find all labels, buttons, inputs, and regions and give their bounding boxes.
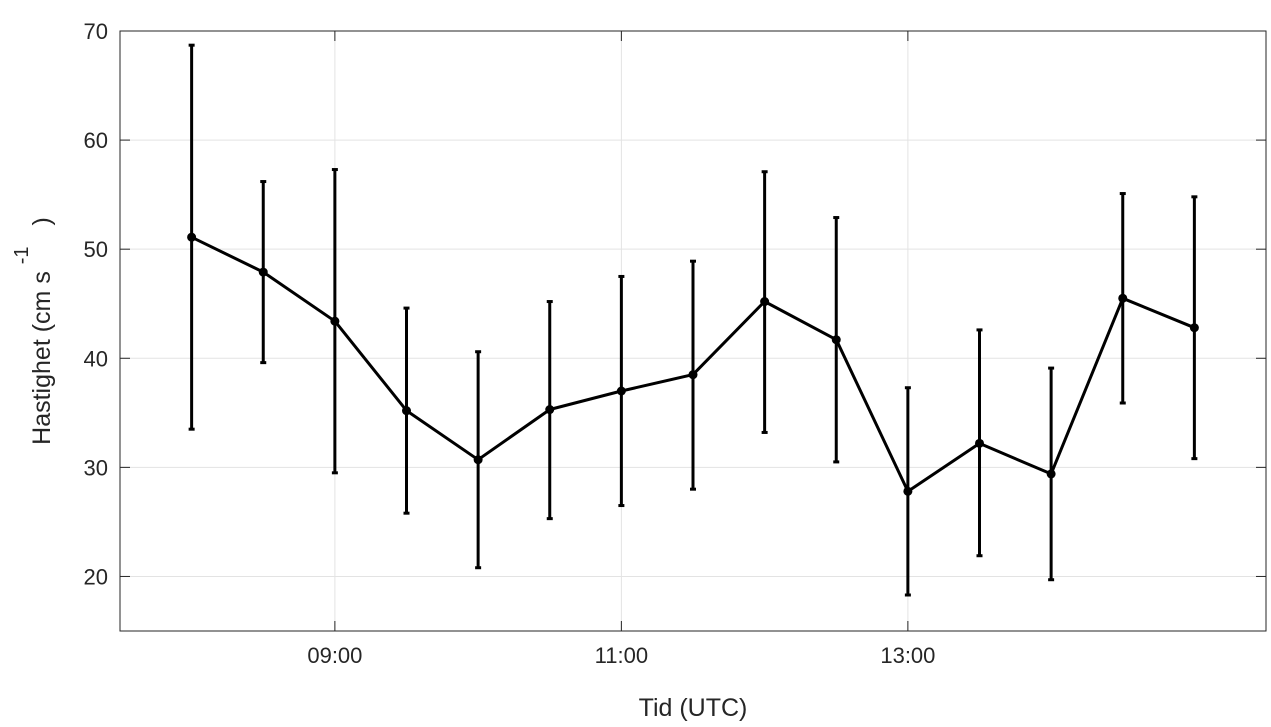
y-axis-label-main: Hastighet (cm s (28, 271, 56, 445)
y-tick-label: 50 (84, 237, 108, 262)
data-point (258, 267, 268, 277)
data-point (545, 405, 555, 415)
data-point (402, 406, 411, 416)
y-axis-label-close: ) (28, 217, 56, 225)
x-tick-label: 13:00 (880, 643, 935, 668)
data-point (1046, 469, 1056, 479)
data-point (903, 486, 913, 496)
plot-frame (119, 30, 1267, 632)
svg-text:Hastighet (cm s -1: Hastighet (cm s -1 ) (6, 217, 56, 445)
y-axis-label: Hastighet (cm s -1 ) (6, 217, 56, 445)
data-point (187, 232, 197, 242)
axis-ticks: 20 30 40 50 60 70 09:00 11:00 13:00 (84, 19, 1266, 668)
data-point (616, 386, 626, 396)
x-axis-label: Tid (UTC) (639, 694, 748, 722)
data-point (330, 316, 340, 326)
data-point (1189, 323, 1199, 333)
data-series (187, 43, 1199, 597)
y-tick-label: 40 (84, 346, 108, 371)
data-point (1118, 293, 1128, 303)
data-point (760, 297, 770, 307)
y-axis-label-superscript: -1 (11, 246, 33, 264)
data-point (831, 335, 841, 345)
x-tick-label: 11:00 (595, 643, 648, 668)
y-tick-label: 60 (84, 128, 108, 153)
data-point (473, 455, 483, 465)
data-point (688, 370, 698, 380)
data-point (975, 438, 984, 448)
y-tick-label: 20 (84, 564, 108, 589)
x-tick-label: 09:00 (307, 643, 362, 668)
y-tick-label: 30 (84, 455, 108, 480)
y-tick-label: 70 (84, 19, 108, 44)
